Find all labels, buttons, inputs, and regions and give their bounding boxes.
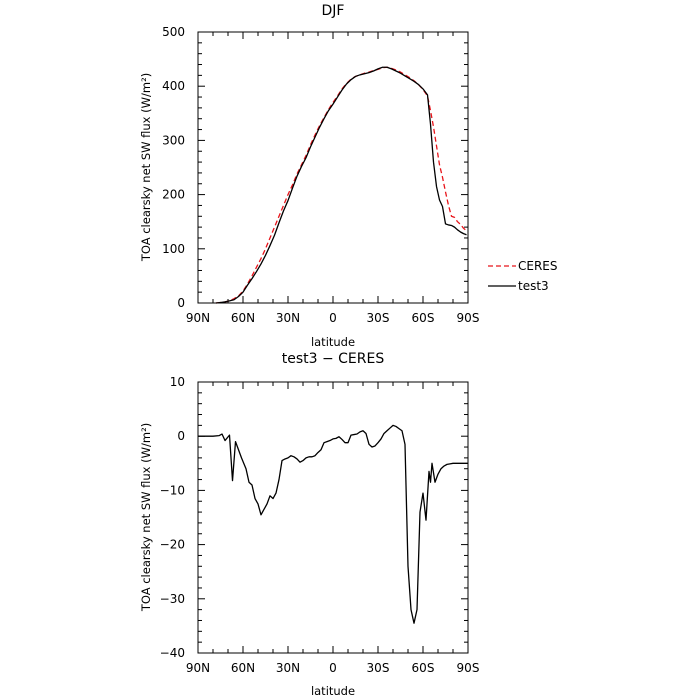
x-tick-label: 30N — [276, 311, 300, 325]
axes: 90N 60N 30N 0 30S 60S 90S −40 −30 −20 −10 0 10 — [160, 375, 480, 675]
legend-label-ceres: CERES — [518, 259, 558, 273]
y-tick-label: −20 — [160, 538, 185, 552]
axes: 90N 60N 30N 0 30S 60S 90S 0 100 200 300 400 500 — [162, 25, 479, 325]
y-tick-label: 0 — [177, 296, 185, 310]
chart-title: DJF — [322, 3, 345, 19]
x-tick-label: 30S — [367, 661, 390, 675]
y-tick-label: 0 — [177, 429, 185, 443]
legend-label-test3: test3 — [518, 279, 549, 293]
x-tick-label: 90N — [186, 661, 210, 675]
x-tick-label: 90S — [457, 311, 480, 325]
y-tick-label: 100 — [162, 242, 185, 256]
y-tick-label: −40 — [160, 646, 185, 660]
y-tick-label: 200 — [162, 188, 185, 202]
plot-frame — [197, 381, 469, 654]
y-tick-label: 300 — [162, 133, 185, 147]
x-tick-label: 60S — [412, 661, 435, 675]
y-tick-label: 500 — [162, 25, 185, 39]
x-tick-label: 30N — [276, 661, 300, 675]
x-tick-label: 60S — [412, 311, 435, 325]
x-tick-label: 90N — [186, 311, 210, 325]
x-tick-label: 60N — [231, 661, 255, 675]
legend: CERES test3 — [488, 259, 558, 293]
x-tick-label: 0 — [329, 661, 337, 675]
plot-lines — [215, 66, 467, 304]
series-line-ceres — [215, 66, 467, 304]
y-axis-label: TOA clearsky net SW flux (W/m²) — [139, 423, 153, 612]
x-axis-label: latitude — [311, 335, 355, 349]
y-tick-label: 400 — [162, 79, 185, 93]
x-tick-label: 90S — [457, 661, 480, 675]
series-line-series-1 — [198, 424, 468, 624]
x-tick-label: 60N — [231, 311, 255, 325]
chart-djf: DJF latitude TOA clearsky net SW flux (W… — [139, 3, 558, 349]
x-tick-label: 30S — [367, 311, 390, 325]
chart-difference: test3 − CERES latitude TOA clearsky net … — [139, 351, 479, 698]
plot-lines — [198, 424, 468, 624]
series-line-test3 — [215, 66, 467, 304]
plot-frame — [197, 31, 469, 304]
x-axis-label: latitude — [311, 684, 355, 698]
y-tick-label: −30 — [160, 592, 185, 606]
y-tick-label: 10 — [170, 375, 185, 389]
y-axis-label: TOA clearsky net SW flux (W/m²) — [139, 73, 153, 262]
y-tick-label: −10 — [160, 483, 185, 497]
x-tick-label: 0 — [329, 311, 337, 325]
chart-title: test3 − CERES — [282, 351, 385, 367]
